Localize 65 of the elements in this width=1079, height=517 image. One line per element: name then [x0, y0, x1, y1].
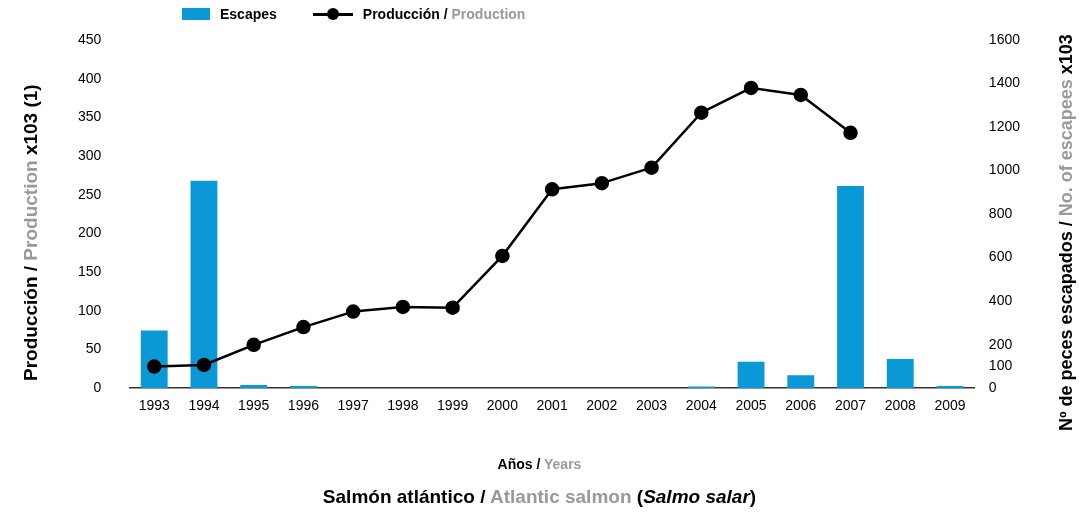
x-tick-label: 1996 [287, 397, 320, 414]
y-tick-label: 300 [78, 146, 102, 163]
x-tick-label: 2000 [486, 397, 519, 414]
x-tick-label: 2009 [934, 397, 966, 414]
y2-tick-label: 800 [988, 204, 1013, 221]
x-tick-label: 1994 [188, 397, 220, 414]
y2-tick-label: 200 [988, 335, 1013, 352]
point [345, 304, 361, 319]
legend-label: Producción / Production [362, 6, 526, 22]
y2-tick-label: 1000 [988, 161, 1021, 178]
x-tick-label: 1999 [437, 397, 469, 414]
point [694, 105, 709, 120]
y2-tick-label: 0 [988, 379, 997, 396]
point [594, 175, 610, 191]
y-tick-label: 150 [78, 262, 102, 279]
bar [240, 384, 268, 389]
bar [886, 359, 914, 389]
x-tick-label: 2006 [785, 397, 817, 414]
x-tick-label: 1995 [238, 397, 270, 414]
bar [837, 186, 864, 389]
point [495, 248, 510, 264]
point [644, 160, 659, 175]
bar [787, 375, 815, 389]
x-tick-label: 1993 [138, 397, 171, 414]
y2-axis-title: Nº de peces escapados / No. of escapees x103 [1056, 33, 1077, 431]
y-tick-label: 50 [85, 340, 102, 357]
x-tick-label: 2003 [636, 397, 668, 414]
x-tick-label: 2001 [536, 397, 568, 414]
y-axis-title: Producción / Production x103 (1) [20, 83, 42, 381]
text: Salmón atlántico / Atlantic salmon (Salmo salar) [321, 486, 758, 508]
bar [737, 361, 765, 389]
point [743, 80, 759, 96]
point [296, 319, 311, 335]
y2-tick-label: 1200 [988, 117, 1021, 134]
y-tick-label: 400 [78, 69, 102, 86]
bar [290, 386, 317, 389]
bar [190, 180, 218, 389]
point [196, 357, 212, 373]
x-tick-label: 2008 [884, 397, 917, 414]
point [544, 182, 560, 197]
y2-tick-label: 1400 [988, 74, 1021, 91]
point [843, 125, 858, 141]
y-tick-label: 200 [78, 224, 102, 241]
x-axis-title: Años / Years [496, 456, 583, 472]
y-tick-label: 350 [78, 108, 102, 125]
y2-tick-label: 1600 [988, 30, 1021, 47]
y2-tick-label: 600 [988, 248, 1013, 265]
y2-tick-label: 400 [988, 292, 1013, 309]
y-tick-label: 100 [78, 301, 102, 318]
point [445, 300, 460, 315]
point [246, 337, 261, 353]
x-tick-label: 1997 [337, 397, 369, 414]
x-tick-label: 2007 [834, 397, 867, 414]
bar [936, 386, 964, 389]
y-tick-label: 250 [78, 185, 102, 202]
legend-label: Escapes [220, 6, 277, 22]
point [793, 87, 809, 103]
point [395, 299, 411, 315]
y-tick-label: 450 [78, 30, 102, 47]
x-tick-label: 1998 [387, 397, 419, 414]
x-tick-label: 2005 [735, 397, 767, 414]
y-tick-label: 0 [93, 379, 102, 396]
x-tick-label: 2004 [685, 397, 718, 414]
y2-tick-label: 100 [988, 357, 1013, 374]
x-tick-label: 2002 [586, 397, 618, 414]
